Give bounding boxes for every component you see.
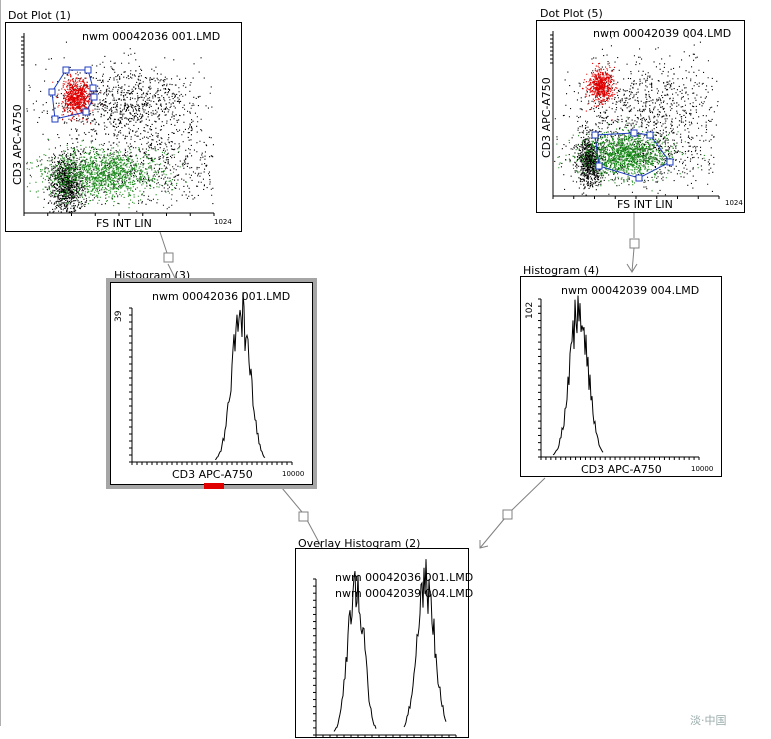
overlay-histogram-2[interactable]: nwm 00042036 001.LMD nwm 00042039 004.LM… [295, 548, 473, 738]
gate-handle [51, 115, 59, 123]
dot-plot-1-xmax: 1024 [214, 218, 232, 226]
histogram-4-xlabel: CD3 APC-A750 [581, 463, 662, 476]
dot-plot-5-xlabel: FS INT LIN [617, 198, 673, 211]
gate-handle [595, 162, 603, 170]
gate-handle [62, 66, 70, 74]
connector-node-2 [629, 238, 640, 249]
gate-handle [48, 88, 56, 96]
histogram-3-xlabel: CD3 APC-A750 [172, 468, 253, 481]
points-green [26, 115, 190, 209]
watermark: 淡·中国 [690, 714, 727, 727]
gate-handle [635, 174, 643, 182]
dot-plot-1-yticks [21, 33, 25, 213]
histogram-3-curve [214, 292, 266, 460]
histogram-3-canvas [129, 292, 293, 465]
histogram-3[interactable]: nwm 00042036 001.LMD 39 CD3 APC-A750 100… [106, 278, 317, 489]
dot-plot-1[interactable]: nwm 00042036 001.LMD CD3 APC-A750 FS INT… [5, 22, 242, 232]
dot-plot-5-canvas [550, 31, 720, 199]
selection-marker [204, 483, 224, 489]
gate-handle [646, 131, 654, 139]
overlay-histogram-2-canvas [313, 559, 457, 738]
points-red [52, 71, 104, 125]
dot-plot-1-file: nwm 00042036 001.LMD [82, 30, 221, 43]
gate-handle [90, 93, 98, 101]
dot-plot-1-title: Dot Plot (1) [8, 9, 71, 22]
dot-plot-1-gate [48, 66, 98, 123]
histogram-3-xmax: 10000 [282, 470, 305, 478]
dot-plot-5-file: nwm 00042039 004.LMD [593, 27, 732, 40]
dot-plot-1-canvas [21, 33, 215, 216]
gate-handle [666, 158, 674, 166]
histogram-4-canvas [538, 295, 700, 460]
overlay-legend-1: nwm 00042036 001.LMD [335, 571, 474, 584]
dot-plot-1-xticks [23, 212, 215, 216]
dot-plot-1-xlabel: FS INT LIN [96, 217, 152, 230]
histogram-4[interactable]: nwm 00042039 004.LMD 102 CD3 APC-A750 10… [520, 276, 722, 477]
gate-handle [630, 129, 638, 137]
dot-plot-5-gate [591, 129, 674, 182]
window-left-edge [0, 0, 1, 726]
dot-plot-5-yticks [550, 31, 554, 196]
points-green [556, 116, 705, 192]
connector-node-3 [298, 511, 309, 522]
histogram-3-file: nwm 00042036 001.LMD [152, 290, 291, 303]
connector-node-1 [163, 252, 174, 263]
points-black [26, 35, 214, 213]
overlay-curve-1 [333, 571, 377, 732]
dot-plot-5[interactable]: nwm 00042039 004.LMD CD3 APC-A750 FS INT… [536, 20, 745, 213]
points-red [581, 62, 618, 121]
gate-handle [82, 108, 90, 116]
points-black [554, 33, 719, 196]
dot-plot-5-xticks [552, 195, 720, 199]
histogram-4-curve [552, 295, 604, 456]
histogram-4-title: Histogram (4) [523, 264, 600, 277]
histogram-3-ticks [129, 307, 293, 465]
histogram-4-xmax: 10000 [691, 465, 714, 473]
dot-plot-1-points [26, 35, 214, 213]
dot-plot-5-points [554, 33, 719, 196]
dot-plot-5-xmax: 1024 [725, 199, 743, 207]
histogram-4-ticks [538, 298, 700, 460]
overlay-histogram-2-title: Overlay Histogram (2) [298, 537, 421, 550]
overlay-curve-2 [403, 559, 447, 728]
connector-node-4 [502, 509, 513, 520]
dot-plot-5-title: Dot Plot (5) [540, 7, 603, 20]
gate-handle [89, 84, 97, 92]
gate-handle [591, 131, 599, 139]
histogram-4-file: nwm 00042039 004.LMD [561, 284, 700, 297]
overlay-ticks [313, 578, 457, 738]
overlay-legend-2: nwm 00042039 004.LMD [335, 587, 474, 600]
gate-handle [84, 66, 92, 74]
